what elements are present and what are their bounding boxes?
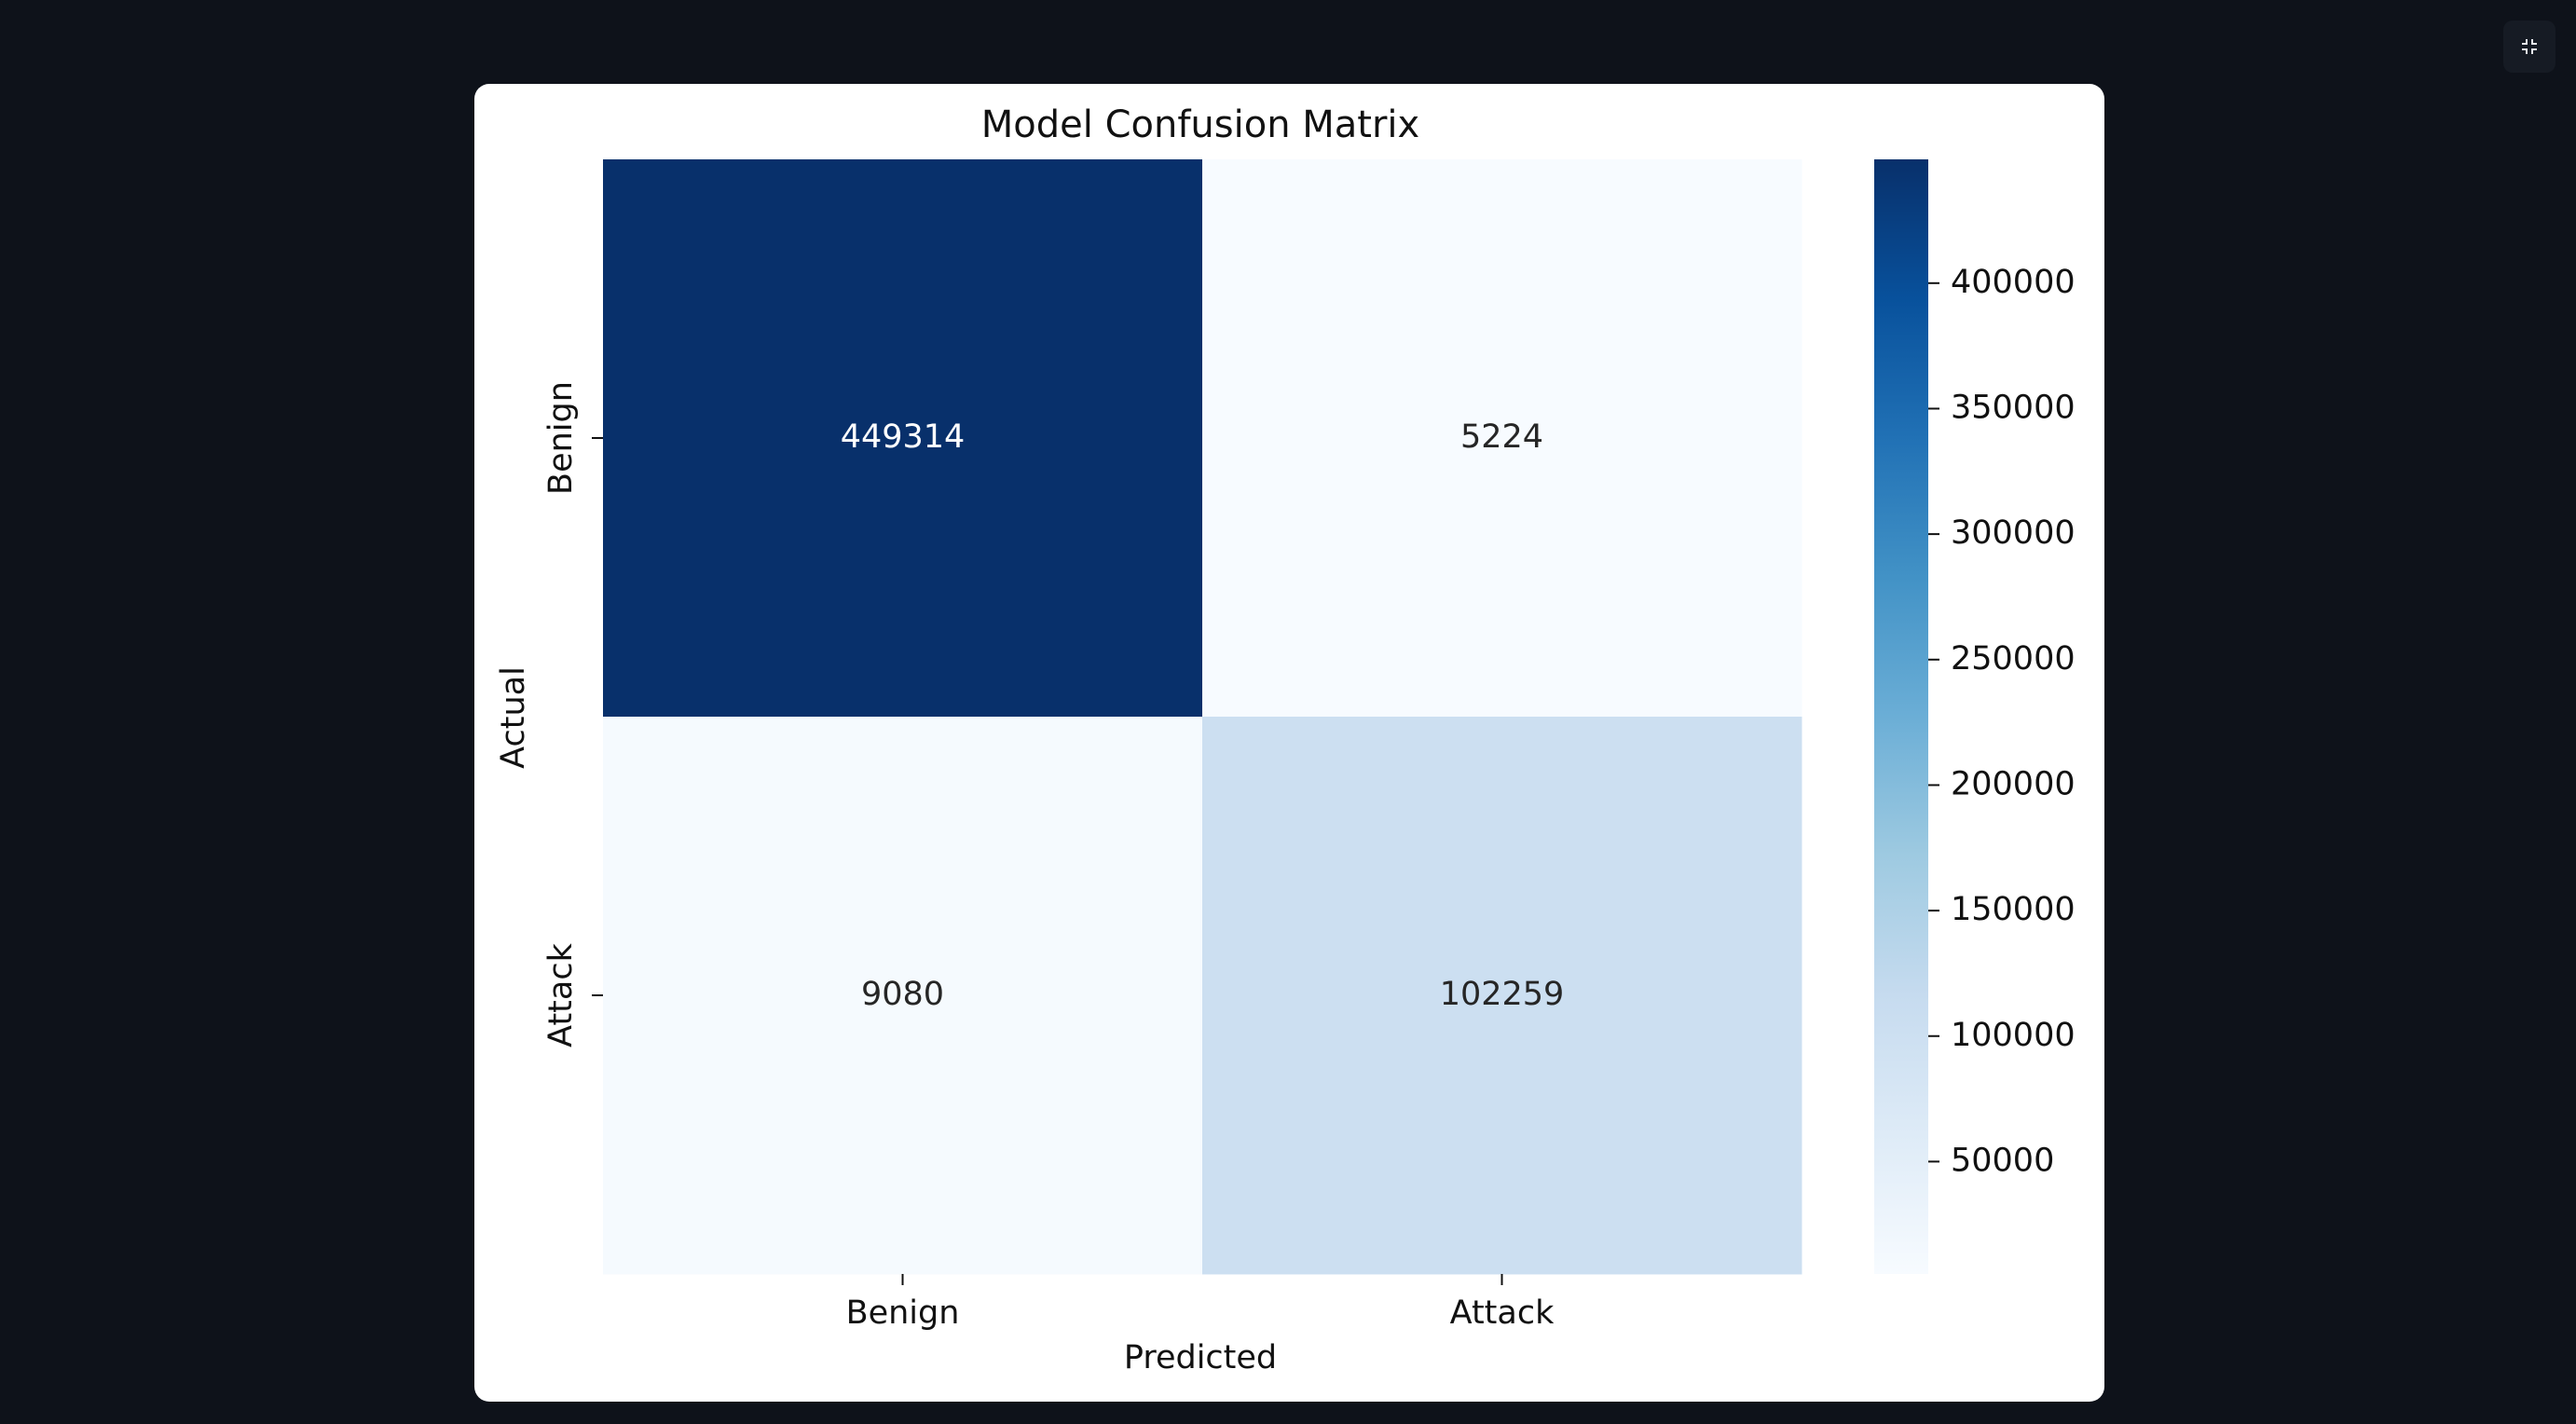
colorbar-tick-label: 100000 — [1951, 1017, 2076, 1054]
figure-card: Model Confusion Matrix 449314 5224 9080 102… — [474, 84, 2104, 1402]
colorbar-ticks: 50000 100000 150000 200000 250000 300000 35000… — [1928, 264, 2076, 1179]
exit-fullscreen-button[interactable] — [2503, 21, 2555, 73]
x-axis-ticks: Benign Attack — [846, 1274, 1555, 1332]
colorbar-tick-label: 150000 — [1951, 891, 2076, 928]
cell-value-label: 9080 — [861, 976, 944, 1013]
colorbar-tick-label: 200000 — [1951, 765, 2076, 802]
colorbar-tick-label: 300000 — [1951, 514, 2076, 552]
colorbar-tick-label: 50000 — [1951, 1142, 2054, 1179]
y-tick-label: Benign — [542, 381, 580, 495]
colorbar-tick-label: 400000 — [1951, 264, 2076, 301]
chart-title: Model Confusion Matrix — [981, 103, 1419, 146]
confusion-matrix-chart: Model Confusion Matrix 449314 5224 9080 102… — [495, 103, 2076, 1376]
heatmap-cell — [603, 717, 1203, 1275]
heatmap-cell — [1202, 717, 1802, 1275]
cell-value-label: 5224 — [1460, 418, 1543, 456]
heatmap-cell — [1202, 159, 1802, 718]
y-axis-label: Actual — [495, 666, 532, 769]
colorbar-tick-label: 250000 — [1951, 640, 2076, 678]
x-axis-label: Predicted — [1124, 1339, 1277, 1376]
heatmap-cell-labels: 449314 5224 9080 102259 — [841, 418, 1565, 1013]
heatmap-cell — [603, 159, 1203, 718]
cell-value-label: 102259 — [1440, 976, 1565, 1013]
y-axis-ticks: Benign Attack — [542, 381, 603, 1047]
colorbar-tick-label: 350000 — [1951, 389, 2076, 426]
colorbar — [1874, 159, 1928, 1274]
y-tick-label: Attack — [542, 942, 580, 1047]
exit-fullscreen-icon — [2522, 39, 2537, 54]
x-tick-label: Attack — [1450, 1294, 1555, 1332]
x-tick-label: Benign — [846, 1294, 960, 1332]
heatmap-cells — [603, 159, 1802, 1275]
cell-value-label: 449314 — [841, 418, 966, 456]
